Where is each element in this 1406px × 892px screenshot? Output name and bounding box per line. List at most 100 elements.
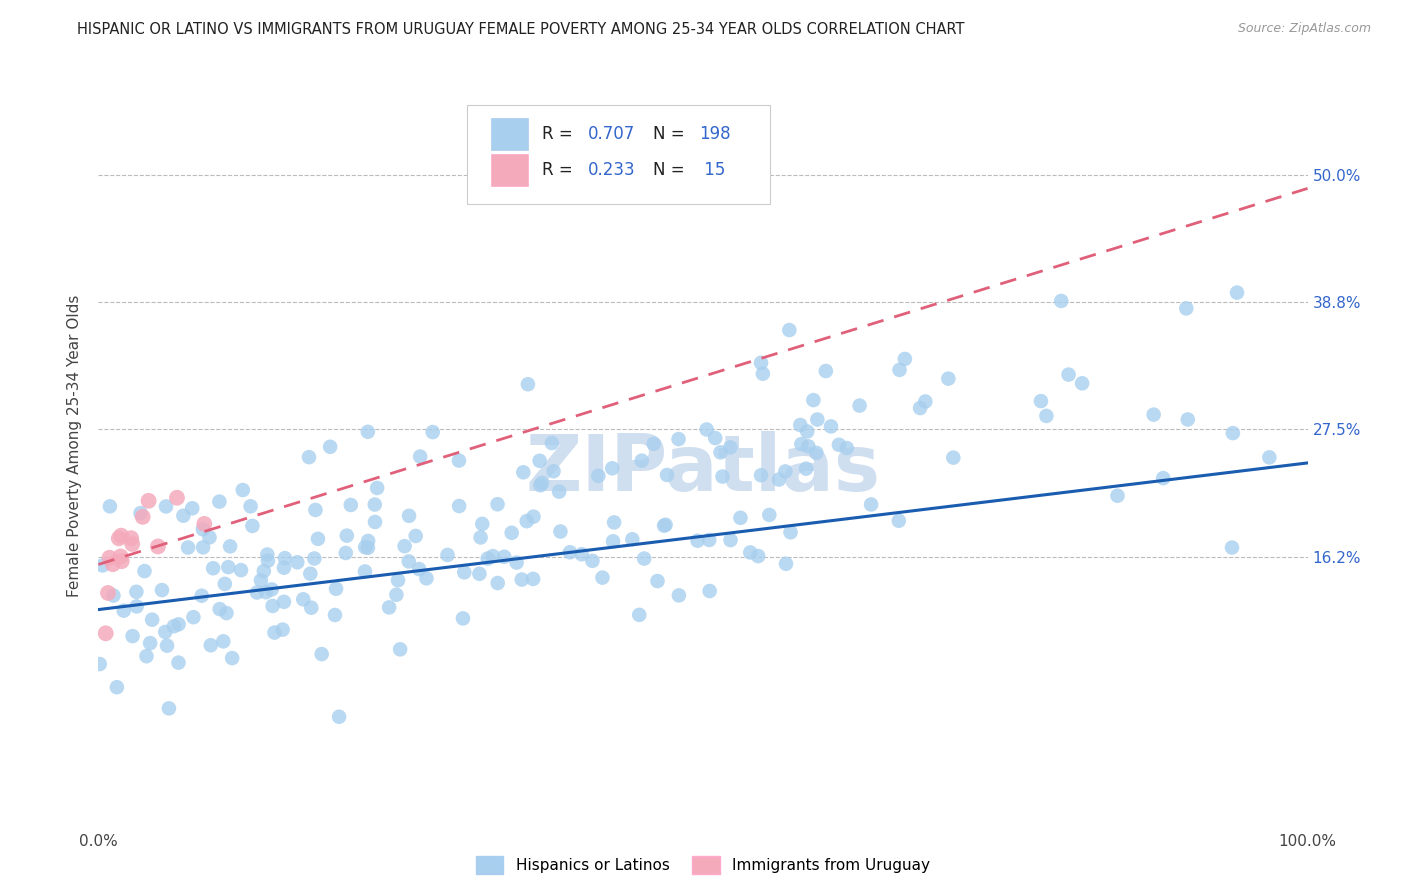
- Point: [409, 450, 432, 464]
- Point: [200, 638, 222, 652]
- Point: [581, 554, 603, 568]
- Point: [482, 549, 505, 563]
- Point: [191, 541, 214, 555]
- Point: [239, 500, 262, 514]
- Point: [835, 441, 858, 455]
- Point: [1050, 293, 1073, 308]
- Point: [1057, 368, 1080, 382]
- Point: [364, 498, 387, 512]
- Point: [242, 519, 264, 533]
- Point: [588, 468, 610, 483]
- Point: [647, 574, 669, 588]
- Point: [630, 453, 652, 467]
- Point: [208, 494, 231, 508]
- Point: [468, 566, 491, 581]
- Point: [1107, 489, 1129, 503]
- Point: [501, 525, 523, 540]
- Point: [202, 561, 225, 575]
- Point: [1226, 285, 1249, 300]
- Point: [543, 464, 565, 478]
- Point: [747, 549, 769, 563]
- Point: [449, 499, 471, 513]
- Text: N =: N =: [654, 125, 690, 143]
- Point: [889, 363, 911, 377]
- Point: [354, 565, 377, 579]
- Text: ZIPatlas: ZIPatlas: [526, 431, 880, 507]
- Point: [183, 610, 205, 624]
- Point: [828, 438, 851, 452]
- Legend: Hispanics or Latinos, Immigrants from Uruguay: Hispanics or Latinos, Immigrants from Ur…: [470, 850, 936, 880]
- Point: [146, 540, 169, 554]
- Point: [328, 710, 350, 724]
- Point: [335, 546, 357, 560]
- Point: [775, 465, 797, 479]
- FancyBboxPatch shape: [467, 104, 769, 204]
- Point: [887, 514, 910, 528]
- Point: [129, 506, 152, 520]
- Point: [357, 533, 380, 548]
- Point: [378, 600, 401, 615]
- Point: [219, 539, 242, 553]
- Point: [522, 509, 544, 524]
- Point: [516, 377, 538, 392]
- Point: [408, 562, 430, 576]
- Point: [311, 647, 333, 661]
- Point: [357, 425, 380, 439]
- Point: [323, 607, 346, 622]
- Point: [477, 551, 499, 566]
- Point: [548, 484, 571, 499]
- Point: [229, 563, 252, 577]
- Point: [260, 582, 283, 597]
- Point: [120, 531, 142, 545]
- Point: [1220, 541, 1243, 555]
- Point: [292, 592, 315, 607]
- Point: [299, 566, 322, 581]
- Point: [394, 539, 416, 553]
- FancyBboxPatch shape: [492, 118, 527, 150]
- Point: [668, 588, 690, 602]
- Point: [718, 441, 741, 455]
- Point: [112, 604, 135, 618]
- Point: [686, 533, 709, 548]
- Point: [273, 560, 295, 574]
- Point: [304, 503, 326, 517]
- Point: [107, 532, 129, 546]
- Point: [655, 467, 678, 482]
- Point: [796, 425, 818, 439]
- Point: [541, 436, 564, 450]
- Point: [654, 517, 676, 532]
- Point: [167, 656, 190, 670]
- Point: [94, 626, 117, 640]
- Point: [271, 623, 294, 637]
- Point: [696, 422, 718, 436]
- Point: [101, 557, 124, 571]
- Point: [141, 613, 163, 627]
- Point: [89, 657, 111, 671]
- Point: [789, 417, 811, 432]
- Point: [156, 639, 179, 653]
- Point: [571, 547, 593, 561]
- Point: [652, 518, 675, 533]
- Point: [336, 528, 359, 542]
- Point: [758, 508, 780, 522]
- Point: [163, 619, 186, 633]
- Point: [91, 558, 114, 573]
- Point: [749, 356, 772, 370]
- Point: [212, 634, 235, 648]
- Point: [447, 453, 470, 467]
- Point: [512, 465, 534, 479]
- Point: [177, 541, 200, 555]
- Point: [354, 540, 377, 554]
- Point: [1175, 301, 1198, 316]
- Point: [436, 548, 458, 562]
- Text: 15: 15: [699, 161, 725, 178]
- FancyBboxPatch shape: [492, 153, 527, 186]
- Point: [157, 701, 180, 715]
- Point: [621, 533, 644, 547]
- Point: [262, 599, 284, 613]
- Point: [273, 595, 295, 609]
- Y-axis label: Female Poverty Among 25-34 Year Olds: Female Poverty Among 25-34 Year Olds: [67, 295, 83, 597]
- Point: [720, 533, 742, 547]
- Point: [699, 584, 721, 599]
- Point: [470, 530, 492, 544]
